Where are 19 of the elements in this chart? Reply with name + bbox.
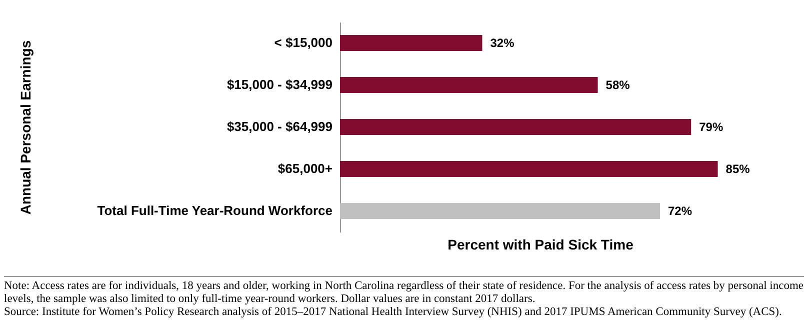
y-axis-title: Annual Personal Earnings: [18, 40, 34, 215]
bar: [340, 203, 660, 219]
data-label: 85%: [726, 162, 750, 176]
data-label: 72%: [668, 204, 692, 218]
data-label: 79%: [699, 120, 724, 134]
bar: [340, 119, 692, 135]
y-tick-label: $35,000 - $64,999: [226, 119, 332, 134]
bar: [340, 35, 482, 51]
data-label: 32%: [490, 36, 515, 50]
bar: [340, 161, 718, 177]
y-tick-label: $15,000 - $34,999: [226, 77, 332, 92]
y-tick-label: < $15,000: [274, 35, 332, 50]
text: Note: Access rates are for individuals, 18 years and older, working in North Carolina regardless of their state of residence. For the analysis of access rates by personal income levels, the sample was also limited to only full-time year-round workers. Dollar values are in constant 2017 dollars.: [4, 280, 804, 306]
y-tick-label: Total Full-Time Year-Round Workforce: [97, 203, 332, 218]
x-axis-title: Percent with Paid Sick Time: [448, 236, 634, 252]
data-label: 58%: [606, 78, 630, 92]
source-note: Source: Institute for Women’s Policy Research analysis of 2015–2017 National Health Interview Survey (NHIS) and 2017 IPUMS American Community Survey (ACS).: [4, 306, 783, 319]
bar: [340, 77, 598, 93]
y-tick-label: $65,000+: [278, 161, 333, 176]
